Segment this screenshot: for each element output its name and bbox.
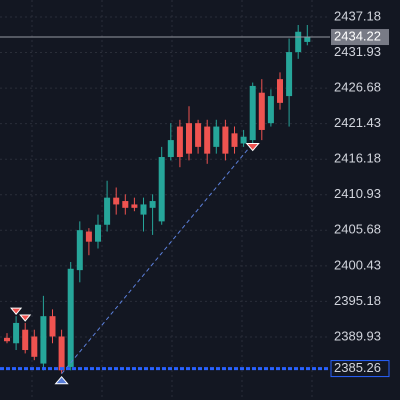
candle-body <box>122 201 129 208</box>
candle-body <box>76 230 83 271</box>
y-tick-label: 2389.93 <box>334 328 381 343</box>
level-box <box>330 360 390 378</box>
candle-body <box>304 37 311 42</box>
y-tick-label: 2395.18 <box>334 293 381 308</box>
candle-body <box>204 126 211 154</box>
y-tick-label: 2410.93 <box>334 186 381 201</box>
candle-body <box>195 123 202 147</box>
y-tick-label: 2431.93 <box>334 44 381 59</box>
candle-body <box>140 204 147 215</box>
candle-body <box>286 52 293 97</box>
candle-body <box>213 126 220 147</box>
candle-body <box>176 126 183 158</box>
sell-arrow <box>245 142 260 152</box>
candle-body <box>167 140 174 158</box>
candle-body <box>158 157 165 222</box>
candle-body <box>13 322 20 344</box>
trend-line <box>61 143 254 375</box>
candle-body <box>277 79 283 103</box>
y-tick-label: 2426.68 <box>334 80 381 95</box>
level-label: 2385.26 <box>334 360 381 375</box>
y-tick-label: 2400.43 <box>334 257 381 272</box>
candle-body <box>22 329 29 351</box>
candle-body <box>186 123 192 154</box>
last-price-label: 2434.22 <box>334 28 381 43</box>
sell-arrow <box>19 314 32 322</box>
candle-body <box>95 224 101 242</box>
candle-body <box>295 31 302 53</box>
candle-body <box>67 268 74 367</box>
candle-body <box>104 197 111 225</box>
candle-body <box>267 96 274 124</box>
candle-body <box>40 316 47 364</box>
candle-body <box>131 204 138 208</box>
y-tick-label: 2437.18 <box>334 8 381 23</box>
candle-body <box>222 126 229 154</box>
buy-arrow <box>54 375 69 385</box>
candle-body <box>149 201 156 208</box>
candle-body <box>231 133 238 147</box>
candle-body <box>58 336 65 371</box>
candle-body <box>49 316 56 337</box>
y-tick-label: 2421.43 <box>334 115 381 130</box>
candle-body <box>258 92 265 130</box>
vertical-grid <box>31 0 313 400</box>
candle-body <box>85 231 92 242</box>
candle-body <box>4 337 10 342</box>
candle-body <box>31 336 38 357</box>
candle-body <box>113 197 120 205</box>
candle-body <box>249 85 256 141</box>
y-tick-label: 2416.18 <box>334 151 381 166</box>
sell-arrow <box>10 307 23 315</box>
candle-body <box>240 136 247 144</box>
last-price-box <box>331 29 389 46</box>
y-tick-label: 2405.68 <box>334 222 381 237</box>
